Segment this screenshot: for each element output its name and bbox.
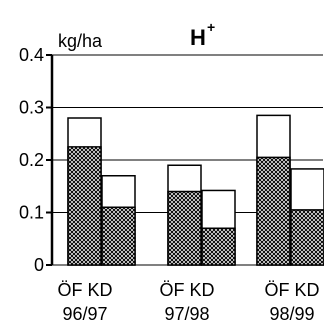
y-tick-label-1: 0.1: [19, 203, 44, 223]
y-axis: [46, 54, 323, 266]
category-labels: ÖF KD 96/97 ÖF KD 97/98 ÖF KD 98/99: [57, 280, 319, 324]
y-tick-labels: 0 0.1 0.2 0.3 0.4: [19, 45, 44, 275]
bar-of-hatched-1: [167, 190, 202, 266]
y-tick-label-2: 0.2: [19, 150, 44, 170]
y-tick-label-3: 0.3: [19, 98, 44, 118]
category-sublabel-0: 96/97: [62, 304, 107, 324]
category-sublabel-1: 97/98: [164, 304, 209, 324]
bar-of-hatched-0: [67, 146, 102, 266]
bar-kd-hatched-1: [201, 227, 236, 266]
category-label-2: ÖF KD: [264, 280, 319, 300]
bar-of-hatched-2: [256, 156, 291, 266]
y-tick-label-0: 0: [34, 255, 44, 275]
category-label-1: ÖF KD: [159, 280, 214, 300]
category-label-0: ÖF KD: [57, 280, 112, 300]
y-tick-label-4: 0.4: [19, 45, 44, 65]
bar-kd-hatched-2: [290, 209, 324, 266]
bar-kd-hatched-0: [101, 206, 136, 266]
chart-title: H: [190, 25, 206, 50]
chart-title-superscript: +: [207, 19, 215, 35]
y-unit-label: kg/ha: [58, 31, 103, 51]
bars: [67, 114, 324, 266]
category-sublabel-2: 98/99: [269, 304, 314, 324]
